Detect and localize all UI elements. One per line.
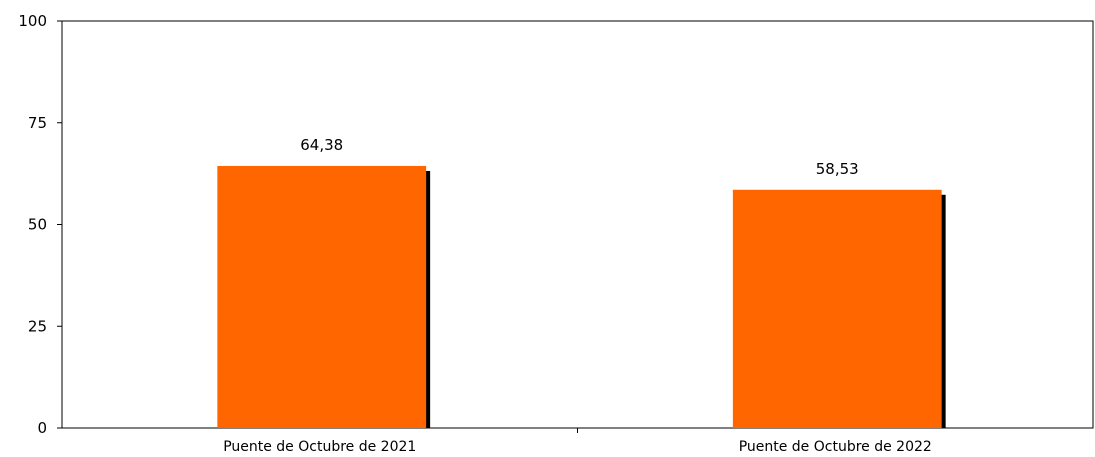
x-axis-ticks: Puente de Octubre de 2021 Puente de Octub… [223,428,932,455]
bars [217,165,946,429]
x-tick-label: Puente de Octubre de 2022 [739,439,932,455]
bar-value-label: 58,53 [816,160,859,178]
y-tick-label: 75 [28,114,47,132]
y-tick-label: 100 [18,12,47,30]
y-tick-label: 25 [28,317,47,335]
bar [217,165,427,429]
bar [732,189,942,428]
y-tick-label: 0 [37,419,47,437]
y-axis-ticks: 0 25 50 75 100 [18,12,62,437]
bar-value-label: 64,38 [300,136,343,154]
x-tick-label: Puente de Octubre de 2021 [223,439,416,455]
data-labels: 64,38 58,53 [300,136,858,178]
y-tick-label: 50 [28,216,47,234]
